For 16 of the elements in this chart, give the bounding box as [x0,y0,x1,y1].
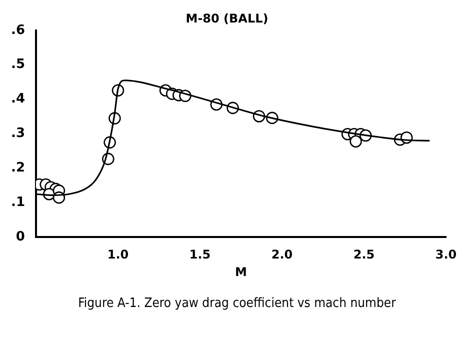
y-tick-label: .6 [11,22,25,38]
x-tick-label: 1.5 [189,248,211,262]
y-tick-label: .4 [11,92,25,107]
text: Figure A-1. Zero yaw drag coefficient vs mach number [77,296,397,311]
x-tick-label: 3.0 [435,248,457,262]
chart-title: M-80 (BALL) [186,11,268,26]
y-tick-label: .5 [11,57,25,72]
x-axis-title: M [235,264,247,279]
y-tick-label: .2 [11,160,25,176]
x-tick-label: 2.0 [271,248,293,262]
y-tick-label: .3 [11,126,25,142]
point [350,135,362,148]
y-tick-label: 0 [16,230,25,245]
x-tick-label: 2.5 [353,248,375,262]
x-tick-label: 1.0 [107,248,129,262]
y-tick-label: .1 [11,195,25,210]
